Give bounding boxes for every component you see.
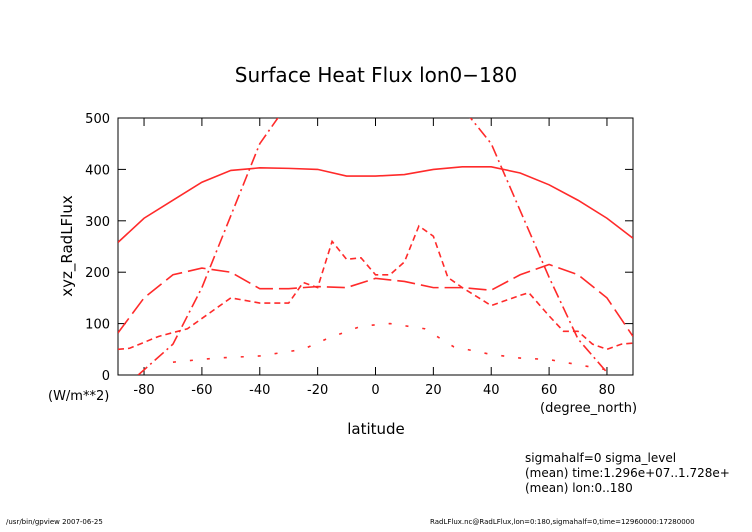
y-units: (W/m**2) (48, 389, 109, 404)
plot-frame (117, 117, 634, 376)
y-tick-label: 200 (85, 266, 110, 281)
y-tick-label: 0 (102, 369, 110, 384)
x-tick-label: 60 (541, 383, 558, 398)
x-tick-label: 20 (425, 383, 442, 398)
annotation: (mean) time:1.296e+07..1.728e+ (525, 466, 730, 480)
x-tick-label: -80 (133, 383, 154, 398)
x-tick-label: 0 (371, 383, 379, 398)
data-line (137, 118, 608, 375)
data-line (118, 224, 633, 351)
annotation: (mean) lon:0..180 (525, 481, 633, 495)
data-line (118, 166, 633, 243)
x-units: (degree_north) (540, 401, 637, 416)
x-tick-label: -20 (307, 383, 328, 398)
y-label: xyz_RadLFlux (58, 195, 77, 297)
x-tick-label: -40 (249, 383, 270, 398)
footer: /usr/bin/gpview 2007-06-25 (6, 518, 103, 526)
y-tick-label: 100 (85, 318, 110, 333)
x-label: latitude (347, 420, 405, 438)
x-tick-label: -60 (191, 383, 212, 398)
chart-title: Surface Heat Flux lon0−180 (235, 63, 517, 87)
x-tick-label: 40 (483, 383, 500, 398)
annotation: sigmahalf=0 sigma_level (525, 451, 676, 465)
plot-area (118, 118, 633, 375)
footer: RadLFlux.nc@RadLFlux,lon=0:180,sigmahalf… (430, 518, 695, 526)
y-tick-label: 500 (85, 112, 110, 127)
y-tick-label: 300 (85, 215, 110, 230)
data-line (118, 263, 633, 337)
data-line (172, 322, 608, 371)
y-tick-label: 400 (85, 163, 110, 178)
x-tick-label: 80 (599, 383, 616, 398)
